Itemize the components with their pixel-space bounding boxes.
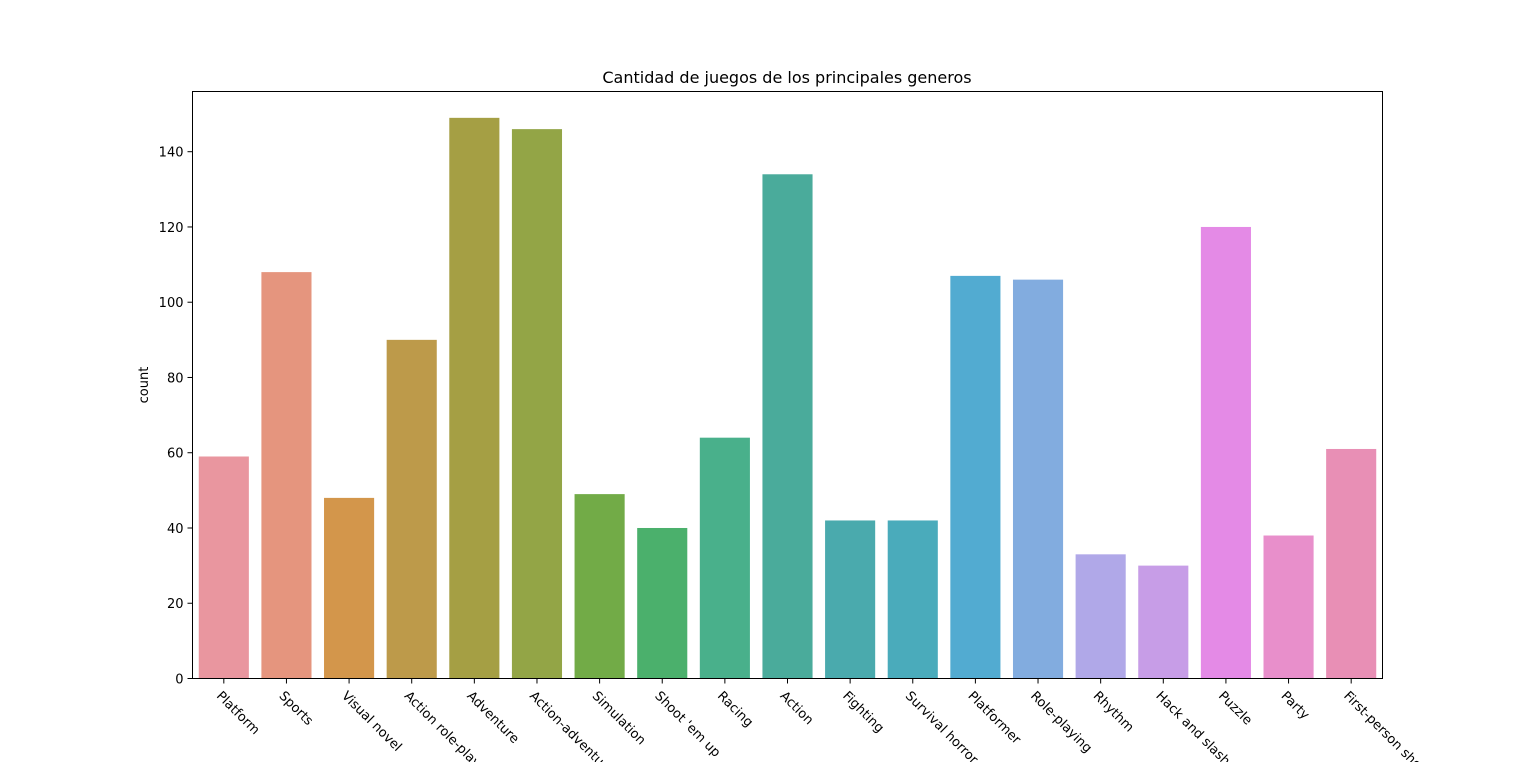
plot-area-frame [192,91,1383,679]
bar-8 [699,437,750,679]
x-tick-label-2: Visual novel [338,689,404,755]
bar-15 [1138,565,1189,679]
x-tick-label-16: Puzzle [1215,689,1255,729]
x-tick-label-7: Shoot 'em up [651,689,723,761]
x-tick-label-10: Fighting [839,689,886,736]
y-tick-label-7: 140 [159,146,184,161]
x-tick-label-6: Simulation [589,689,649,749]
x-tick-label-17: Party [1278,689,1312,723]
y-tick-label-0: 0 [175,673,183,688]
bar-0 [198,456,249,679]
bar-12 [950,275,1001,679]
bar-1 [261,272,312,679]
y-axis-ticks: 0 20 40 60 80 100 120 140 [159,146,193,688]
bar-14 [1075,554,1126,679]
y-tick-label-6: 120 [159,221,184,236]
y-tick-label-5: 100 [159,296,184,311]
y-tick-label-1: 20 [167,597,184,612]
bar-11 [887,520,938,679]
x-tick-label-18: First-person shooter [1340,689,1443,762]
y-axis-label: count [137,367,152,404]
x-tick-label-14: Rhythm [1090,689,1137,736]
bar-13 [1012,279,1064,679]
y-tick-label-2: 40 [167,522,184,537]
x-tick-label-9: Action [777,689,816,728]
x-tick-label-8: Racing [714,689,756,731]
bar-4 [449,117,500,679]
bar-17 [1263,535,1314,679]
bar-16 [1200,226,1251,679]
bars [198,117,1377,679]
bar-9 [762,174,813,679]
bar-3 [386,339,437,679]
bar-5 [511,129,563,679]
x-tick-label-0: Platform [213,689,262,738]
y-tick-label-3: 60 [167,447,184,462]
y-tick-label-4: 80 [167,371,184,386]
bar-6 [574,494,625,679]
bar-18 [1326,448,1377,679]
chart-title: Cantidad de juegos de los principales ge… [602,68,971,87]
x-tick-label-13: Role-playing [1027,689,1094,756]
x-tick-label-12: Platformer [965,689,1024,748]
bar-2 [324,497,375,679]
bar-10 [825,520,876,679]
bar-7 [637,527,688,679]
x-tick-label-4: Adventure [464,689,522,747]
x-tick-label-1: Sports [276,689,316,729]
